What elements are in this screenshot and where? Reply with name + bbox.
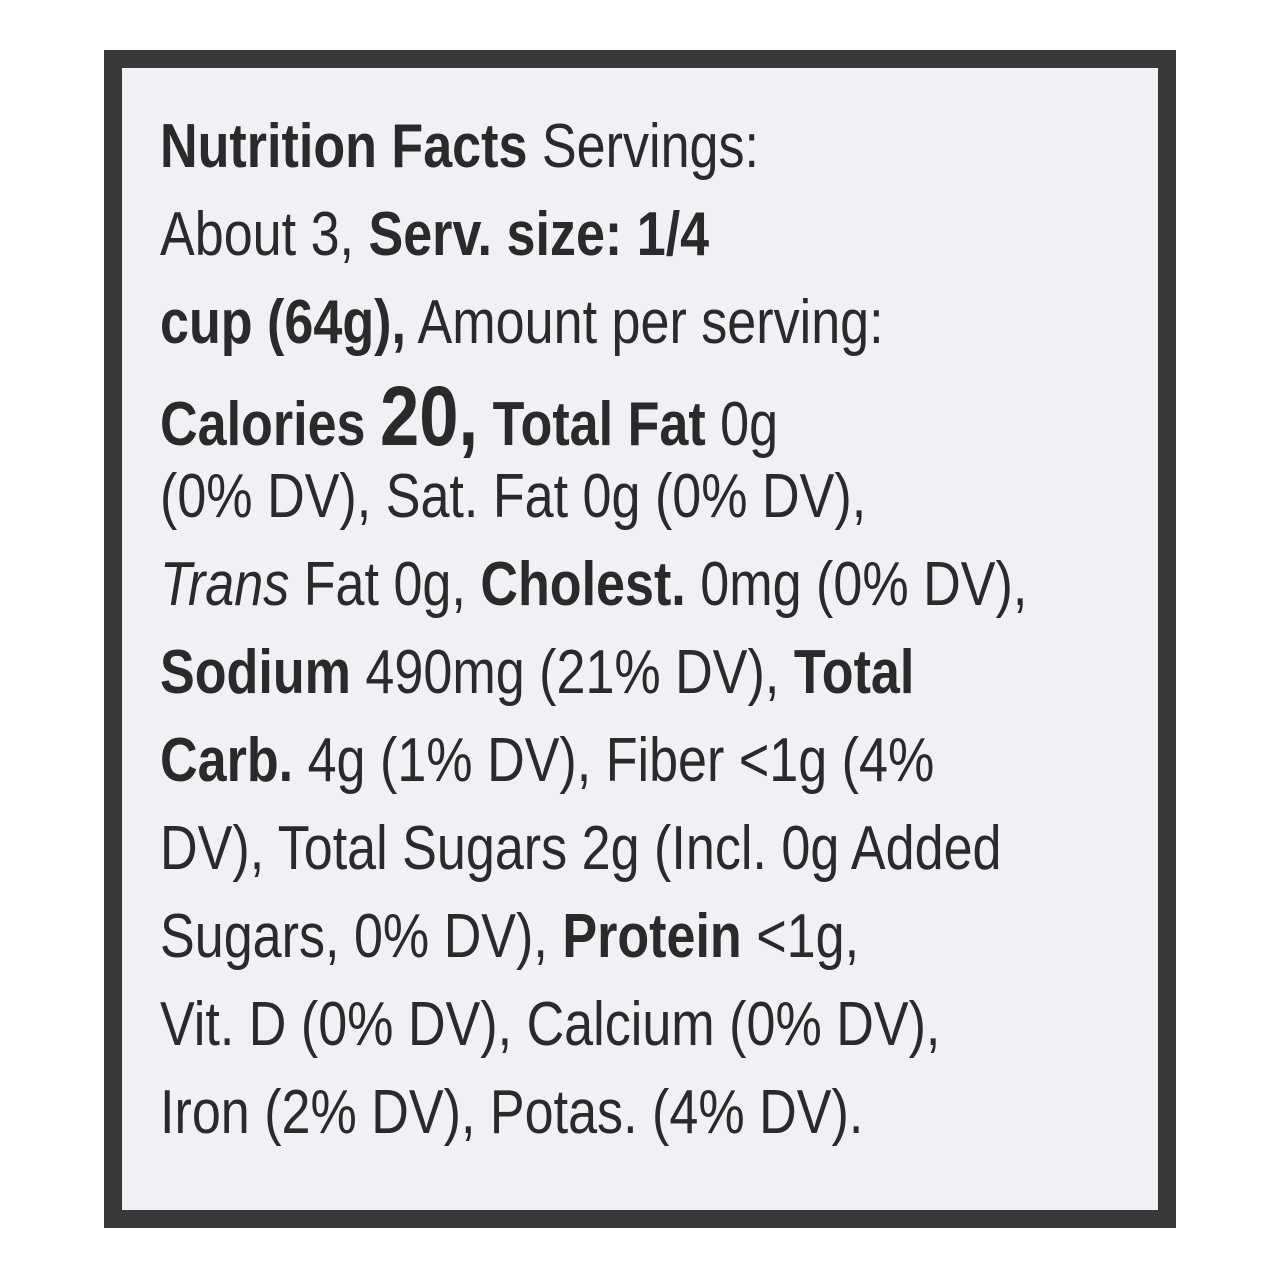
text: Serv. size: 1/4 xyxy=(368,200,710,269)
text: Sugars, 0% DV), xyxy=(160,902,563,971)
label-frame: Nutrition Facts Servings: About 3, Serv.… xyxy=(104,50,1176,1228)
label-line: Calories 20, Total Fat 0g xyxy=(160,374,778,458)
label-line: Sodium 490mg (21% DV), Total xyxy=(160,642,914,704)
text: Fat 0g, xyxy=(289,550,481,619)
text: Sodium xyxy=(160,638,351,707)
label-line: Iron (2% DV), Potas. (4% DV). xyxy=(160,1082,863,1144)
label-line: About 3, Serv. size: 1/4 xyxy=(160,204,709,266)
text: cup (64g), xyxy=(160,288,406,357)
text: Carb. xyxy=(160,726,294,795)
text: Trans xyxy=(160,550,290,619)
text: Nutrition Facts xyxy=(160,112,528,181)
text: Total Fat xyxy=(478,390,706,459)
text: (0% DV), Sat. Fat 0g (0% DV), xyxy=(160,462,867,531)
text: 0mg (0% DV), xyxy=(685,550,1028,619)
calories-value: 20, xyxy=(380,369,479,463)
text: About 3, xyxy=(160,200,369,269)
text: DV), Total Sugars 2g (Incl. 0g Added xyxy=(160,814,1002,883)
text: Amount per serving: xyxy=(405,288,884,357)
text: Cholest. xyxy=(480,550,686,619)
text: 490mg (21% DV), xyxy=(350,638,794,707)
text: Vit. D (0% DV), Calcium (0% DV), xyxy=(160,990,941,1059)
label-line: (0% DV), Sat. Fat 0g (0% DV), xyxy=(160,466,866,528)
text: Servings: xyxy=(527,112,760,181)
label-panel: Nutrition Facts Servings: About 3, Serv.… xyxy=(122,68,1158,1210)
label-line: Vit. D (0% DV), Calcium (0% DV), xyxy=(160,994,940,1056)
label-line: cup (64g), Amount per serving: xyxy=(160,292,884,354)
label-line: Carb. 4g (1% DV), Fiber <1g (4% xyxy=(160,730,934,792)
text: 0g xyxy=(705,390,779,459)
text: 4g (1% DV), Fiber <1g (4% xyxy=(293,726,935,795)
text: Calories xyxy=(160,390,381,459)
text: Protein xyxy=(562,902,742,971)
label-line: DV), Total Sugars 2g (Incl. 0g Added xyxy=(160,818,1001,880)
label-line: Nutrition Facts Servings: xyxy=(160,116,759,178)
label-line: Sugars, 0% DV), Protein <1g, xyxy=(160,906,859,968)
text: Total xyxy=(793,638,915,707)
label-line: Trans Fat 0g, Cholest. 0mg (0% DV), xyxy=(160,554,1027,616)
text: Iron (2% DV), Potas. (4% DV). xyxy=(160,1078,864,1147)
text: <1g, xyxy=(741,902,860,971)
